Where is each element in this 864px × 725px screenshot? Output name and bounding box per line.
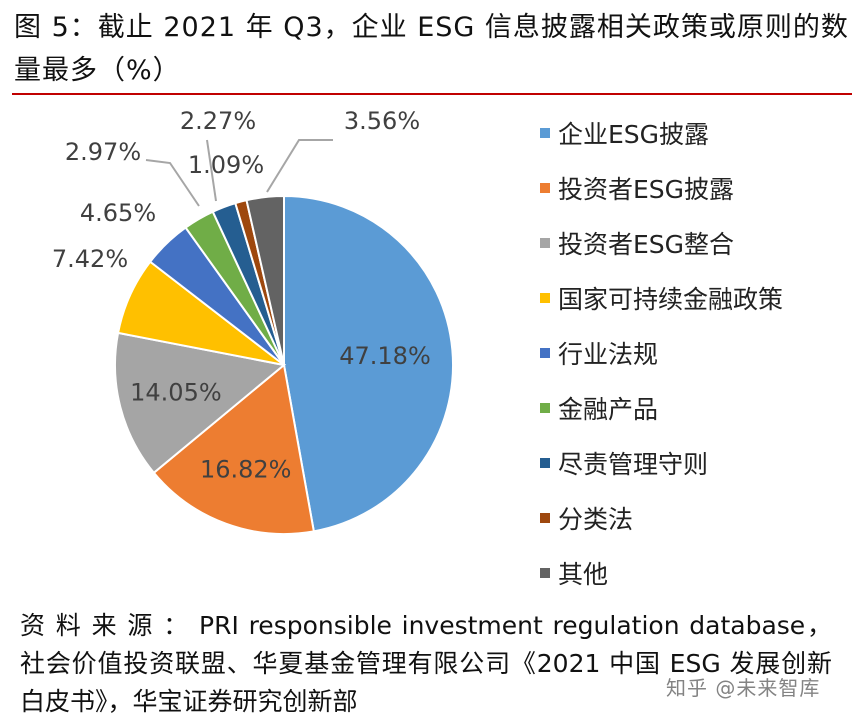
leader-line-其他 bbox=[266, 139, 333, 193]
legend-item-其他: 其他 bbox=[540, 545, 783, 600]
legend-item-分类法: 分类法 bbox=[540, 490, 783, 545]
data-label-国家可持续金融政策: 7.42% bbox=[52, 245, 128, 273]
source-label: 资料来源： bbox=[20, 611, 200, 640]
pie-slice-投资者ESG披露 bbox=[152, 363, 316, 535]
legend-swatch bbox=[540, 512, 550, 523]
legend-swatch bbox=[540, 292, 550, 303]
legend-swatch bbox=[540, 237, 550, 248]
data-label-分类法: 1.09% bbox=[188, 151, 264, 179]
legend-item-行业法规: 行业法规 bbox=[540, 325, 783, 380]
data-label-行业法规: 4.65% bbox=[80, 199, 156, 227]
legend-label: 金融产品 bbox=[558, 394, 659, 424]
pie-slices bbox=[114, 194, 455, 535]
pie-slice-投资者ESG整合 bbox=[114, 331, 287, 475]
legend-label: 国家可持续金融政策 bbox=[558, 284, 784, 314]
leader-line-金融产品 bbox=[145, 159, 200, 207]
data-label-企业ESG披露: 47.18% bbox=[339, 342, 431, 370]
legend-item-金融产品: 金融产品 bbox=[540, 380, 783, 435]
legend-item-投资者ESG整合: 投资者ESG整合 bbox=[540, 215, 783, 270]
pie-slice-企业ESG披露 bbox=[283, 194, 455, 533]
legend-label: 分类法 bbox=[558, 504, 634, 534]
legend-swatch bbox=[540, 182, 550, 193]
legend-label: 其他 bbox=[558, 559, 609, 589]
watermark: 知乎 @未来智库 bbox=[666, 676, 821, 700]
legend-swatch bbox=[540, 127, 550, 138]
source-note: 资料来源：PRI responsible investment regulati… bbox=[20, 607, 832, 721]
legend-label: 投资者ESG披露 bbox=[558, 174, 735, 204]
legend-swatch bbox=[540, 567, 550, 578]
legend-swatch bbox=[540, 457, 550, 468]
legend-swatch bbox=[540, 347, 550, 358]
legend-label: 企业ESG披露 bbox=[558, 119, 710, 149]
legend-item-国家可持续金融政策: 国家可持续金融政策 bbox=[540, 270, 783, 325]
data-label-尽责管理守则: 2.27% bbox=[180, 107, 256, 135]
source-text: PRI responsible investment regulation da… bbox=[20, 611, 832, 716]
data-label-金融产品: 2.97% bbox=[65, 138, 141, 166]
pie-chart: 47.18% 16.82% 14.05% 7.42% 4.65% 2.97% 2.27% 1.… bbox=[52, 107, 455, 535]
legend-label: 尽责管理守则 bbox=[558, 449, 709, 479]
chart-legend: 企业ESG披露 投资者ESG披露 投资者ESG整合国家可持续金融政策 行业法规金融产品… bbox=[540, 105, 783, 600]
figure-title: 图 5：截止 2021 年 Q3，企业 ESG 信息披露相关政策或原则的数量最多… bbox=[14, 12, 849, 86]
legend-label: 投资者ESG整合 bbox=[558, 229, 735, 259]
pie-slice-其他 bbox=[245, 194, 285, 366]
legend-item-企业ESG披露: 企业ESG披露 bbox=[540, 105, 783, 160]
leader-lines bbox=[145, 139, 333, 207]
data-label-投资者ESG整合: 14.05% bbox=[130, 379, 222, 407]
legend-swatch bbox=[540, 402, 550, 413]
data-labels: 47.18% 16.82% 14.05% 7.42% 4.65% 2.97% 2.27% 1.… bbox=[52, 107, 431, 484]
title-divider bbox=[12, 93, 852, 95]
leader-line-尽责管理守则 bbox=[206, 139, 217, 202]
legend-item-尽责管理守则: 尽责管理守则 bbox=[540, 435, 783, 490]
legend-label: 行业法规 bbox=[558, 339, 659, 369]
legend-item-投资者ESG披露: 投资者ESG披露 bbox=[540, 160, 783, 215]
data-label-其他: 3.56% bbox=[344, 107, 420, 135]
data-label-投资者ESG披露: 16.82% bbox=[200, 456, 292, 484]
